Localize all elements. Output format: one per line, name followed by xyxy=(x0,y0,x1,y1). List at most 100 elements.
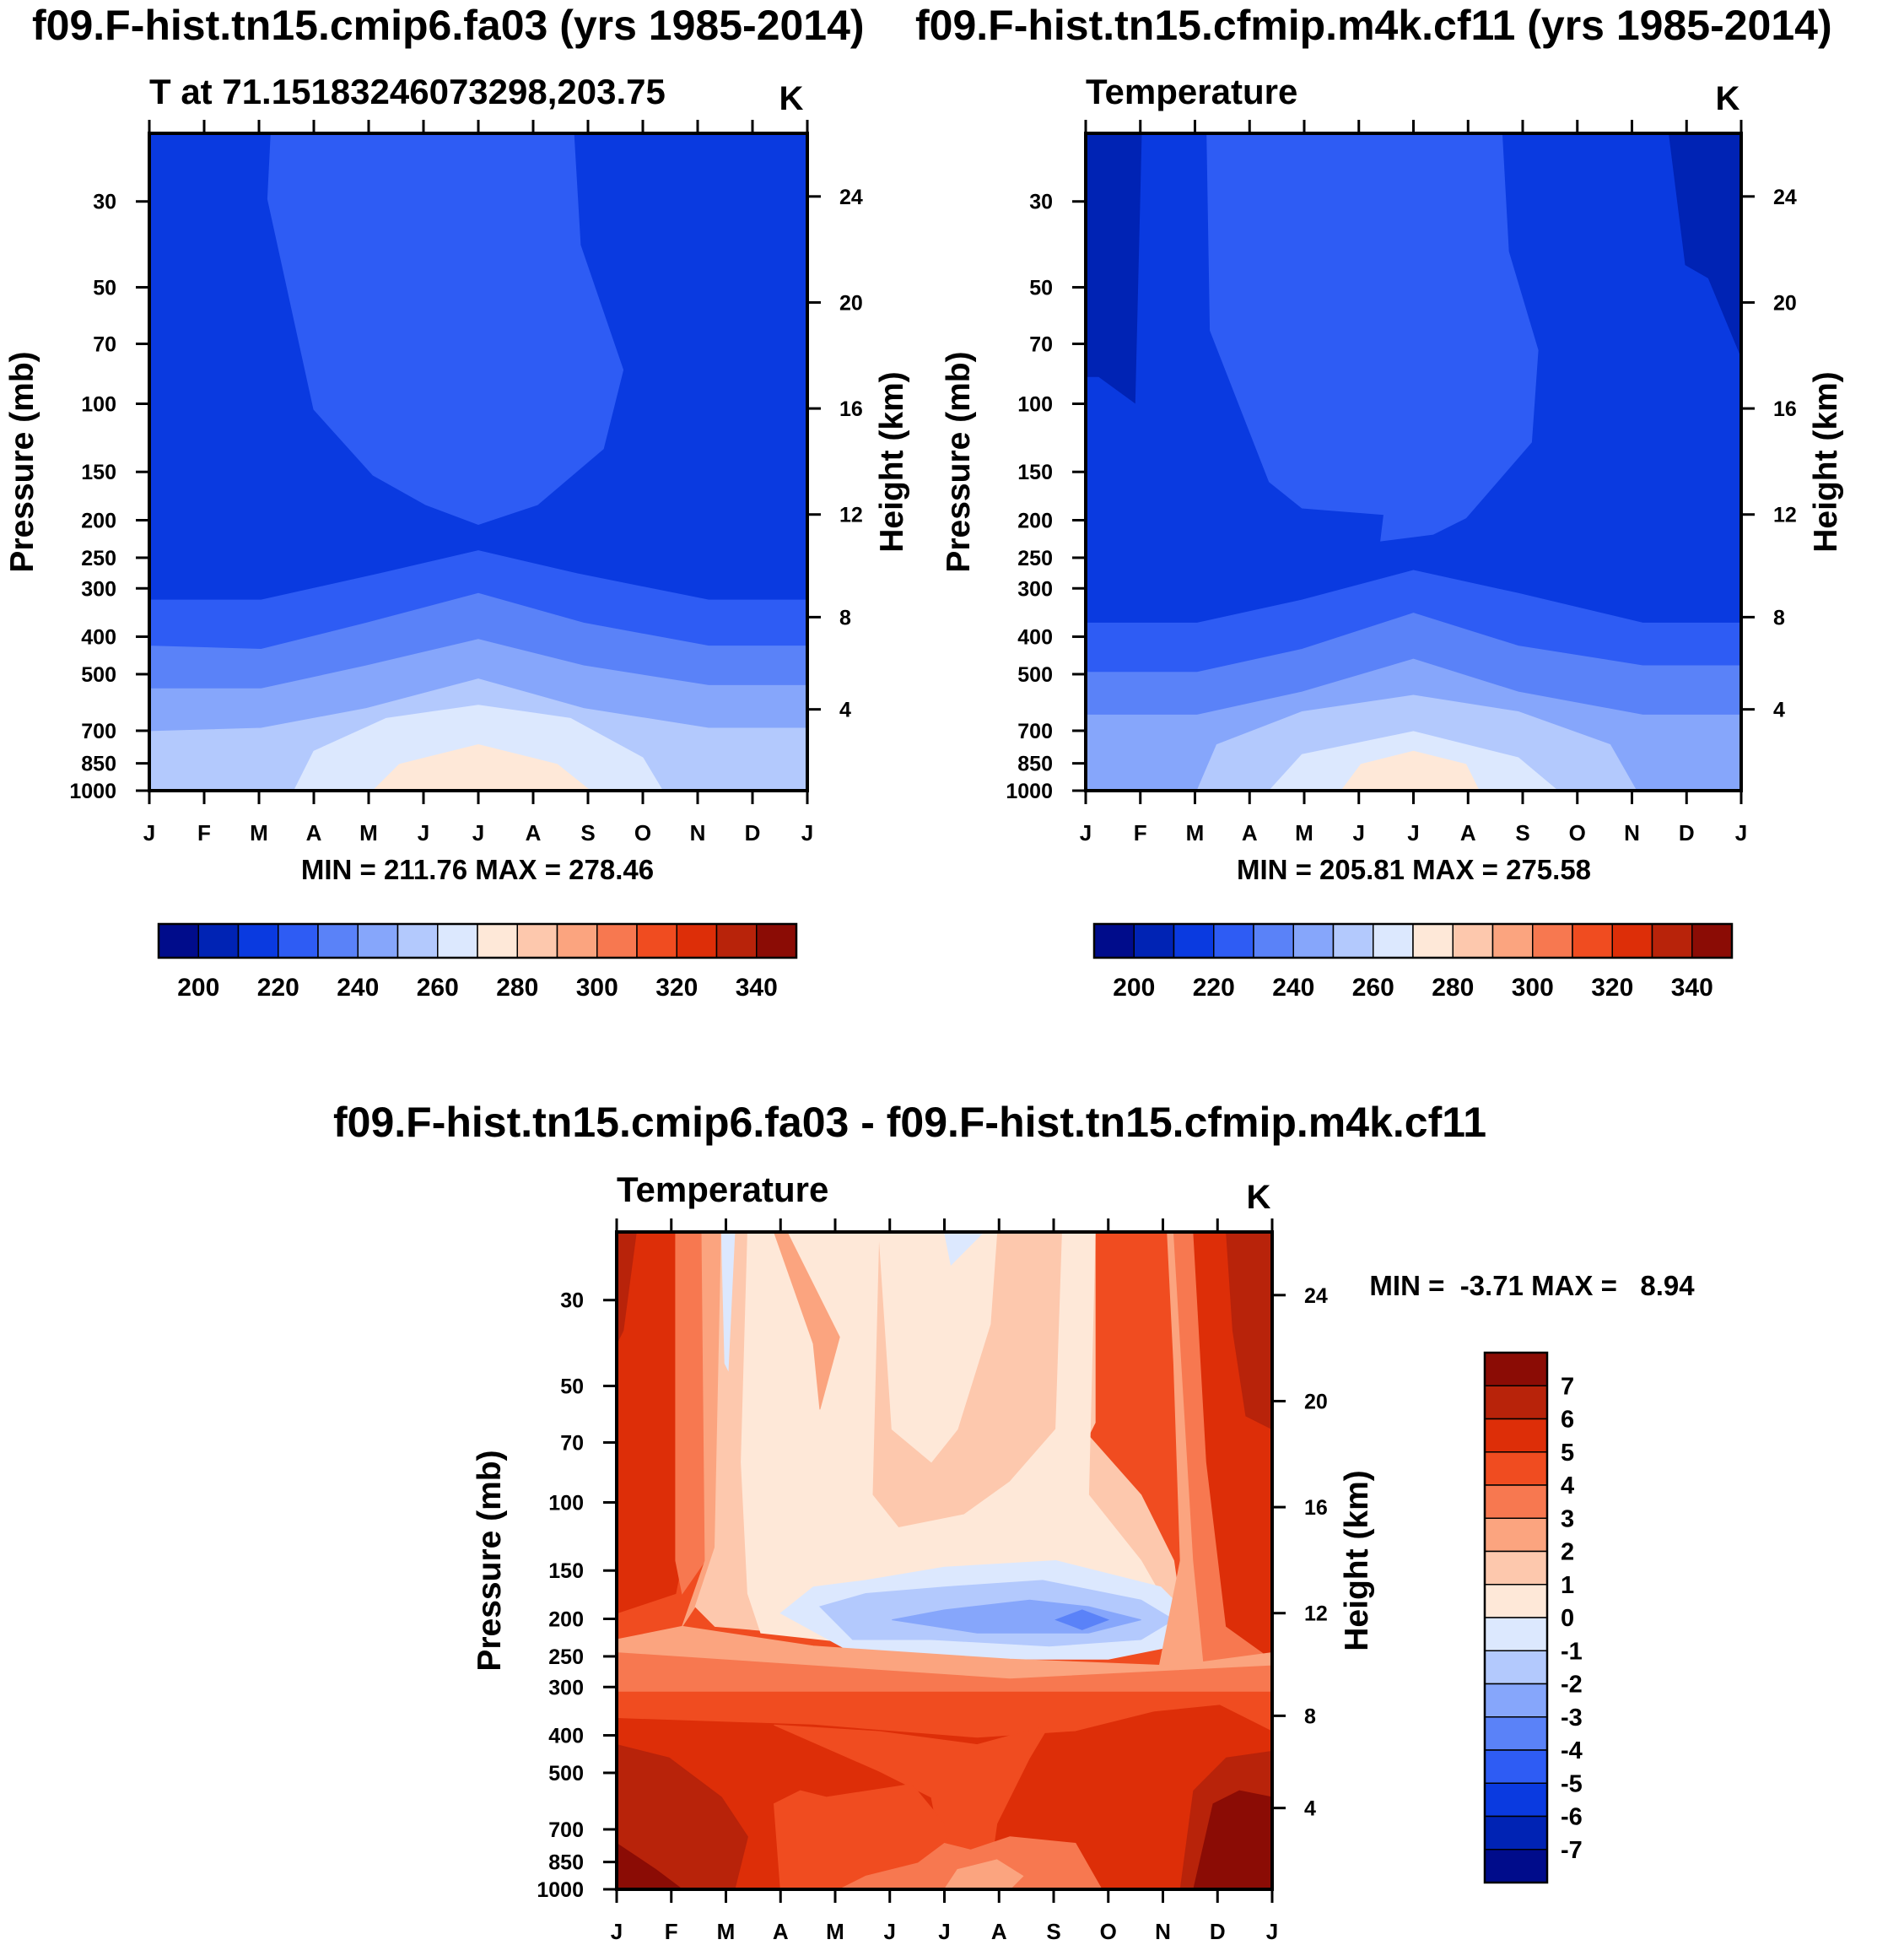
diff-colorbar-box xyxy=(1484,1418,1548,1453)
diff-x-tick-label: J xyxy=(611,1919,623,1944)
left-colorbar-box xyxy=(158,923,199,959)
left-y-tick-label: 150 xyxy=(81,461,116,484)
left-colorbar-frame xyxy=(157,922,798,959)
left-height-tick-label: 24 xyxy=(839,186,863,209)
diff-x-tick-label: J xyxy=(884,1919,896,1944)
right-y-tick-label: 400 xyxy=(1017,626,1053,650)
diff-height-tick-label: 12 xyxy=(1304,1602,1328,1626)
right-x-tick-label: N xyxy=(1624,820,1640,846)
right-colorbar-box xyxy=(1133,923,1175,959)
left-colorbar-box xyxy=(636,923,677,959)
right-colorbar: 200 220 240 260 280 300 320 340 xyxy=(1092,922,1734,1002)
right-contour-fill xyxy=(1085,132,1742,792)
diff-colorbar-label: 2 xyxy=(1561,1539,1574,1566)
diff-y-tick-label: 850 xyxy=(548,1851,584,1875)
left-colorbar-label: 220 xyxy=(257,974,299,1002)
left-x-tick-label: O xyxy=(634,820,651,846)
left-x-tick-label: N xyxy=(690,820,706,846)
left-x-tick-label: M xyxy=(359,820,378,846)
diff-colorbar-label: -4 xyxy=(1561,1737,1583,1764)
left-colorbar-label: 320 xyxy=(655,974,698,1002)
right-x-tick-label: J xyxy=(1080,820,1092,846)
right-y-tick-label: 100 xyxy=(1017,392,1053,416)
right-colorbar-box xyxy=(1691,923,1733,959)
right-colorbar-label: 280 xyxy=(1432,974,1474,1002)
left-y-tick-label: 400 xyxy=(81,626,116,650)
right-band-210-220-left xyxy=(1085,132,1142,404)
right-x-tick-label: S xyxy=(1515,820,1529,846)
diff-colorbar-box xyxy=(1484,1749,1548,1784)
right-colorbar-box xyxy=(1213,923,1254,959)
difference-figure-title: f09.F-hist.tn15.cmip6.fa03 - f09.F-hist.… xyxy=(333,1099,1487,1146)
right-colorbar-box xyxy=(1651,923,1693,959)
right-axes: J F M A M J J A S O N D J 30 50 70 100 150 200 250 300 400 500… xyxy=(941,72,1844,885)
diff-colorbar-label: 4 xyxy=(1561,1472,1574,1499)
diff-min-max-stats: MIN = -3.71 MAX = 8.94 xyxy=(1369,1270,1695,1301)
right-colorbar-box xyxy=(1292,923,1335,959)
diff-colorbar-label: 0 xyxy=(1561,1605,1574,1632)
left-height-tick-label: 8 xyxy=(839,606,851,629)
diff-colorbar-label: -2 xyxy=(1561,1672,1583,1699)
right-band-230-240-strat xyxy=(1206,132,1539,542)
diff-height-tick-label: 24 xyxy=(1304,1284,1328,1308)
left-colorbar-label: 280 xyxy=(496,974,538,1002)
left-y-tick-label: 50 xyxy=(93,276,116,300)
left-x-tick-label: J xyxy=(472,820,484,846)
diff-colorbar-box xyxy=(1484,1352,1548,1386)
right-colorbar-label: 240 xyxy=(1272,974,1314,1002)
left-y2-axis-title: Height (km) xyxy=(874,371,910,553)
left-colorbar-box xyxy=(516,923,558,959)
left-min-max-stats: MIN = 211.76 MAX = 278.46 xyxy=(301,854,654,885)
diff-colorbar-box xyxy=(1484,1451,1548,1486)
diff-x-tick-label: J xyxy=(938,1919,950,1944)
left-y-tick-label: 100 xyxy=(81,392,116,416)
diff-y-tick-label: 500 xyxy=(548,1762,584,1786)
left-x-tick-label: S xyxy=(580,820,595,846)
diff-colorbar-box xyxy=(1484,1849,1548,1883)
diff-y2-axis-title: Height (km) xyxy=(1339,1470,1375,1651)
right-y-tick-label: 850 xyxy=(1017,753,1053,776)
diff-colorbar-box xyxy=(1484,1385,1548,1420)
diff-colorbar-label: 3 xyxy=(1561,1505,1574,1532)
diff-x-tick-label: A xyxy=(991,1919,1007,1944)
diff-band-neg4-neg3 xyxy=(1054,1609,1110,1630)
left-colorbar-label: 200 xyxy=(177,974,219,1002)
diff-y-tick-label: 200 xyxy=(548,1608,584,1632)
left-height-tick-label: 16 xyxy=(839,397,863,421)
diff-y-axis-title: Pressure (mb) xyxy=(472,1450,508,1671)
diff-x-tick-label: D xyxy=(1210,1919,1226,1944)
right-x-tick-label: A xyxy=(1460,820,1476,846)
right-height-tick-label: 4 xyxy=(1773,699,1785,722)
left-x-tick-label: J xyxy=(143,820,155,846)
right-units-label: K xyxy=(1716,80,1740,117)
diff-colorbar-box xyxy=(1484,1550,1548,1586)
diff-colorbar-label: 1 xyxy=(1561,1572,1574,1599)
left-x-tick-label: J xyxy=(801,820,813,846)
diff-y-tick-label: 250 xyxy=(548,1645,584,1669)
diff-colorbar-frame xyxy=(1483,1351,1549,1884)
right-colorbar-frame xyxy=(1092,922,1734,959)
diff-colorbar-box xyxy=(1484,1617,1548,1651)
right-y-tick-label: 500 xyxy=(1017,663,1053,687)
diff-colorbar-label: -6 xyxy=(1561,1804,1583,1831)
diff-colorbar-label: -1 xyxy=(1561,1638,1583,1665)
diff-x-tick-label: A xyxy=(773,1919,789,1944)
left-height-tick-label: 20 xyxy=(839,291,863,315)
diff-colorbar-box xyxy=(1484,1650,1548,1685)
left-colorbar-box xyxy=(477,923,518,959)
left-band-230-240-strat xyxy=(267,132,624,526)
diff-colorbar-box xyxy=(1484,1716,1548,1751)
right-x-tick-label: F xyxy=(1134,820,1147,846)
diff-y-tick-label: 100 xyxy=(548,1491,584,1515)
right-colorbar-label: 340 xyxy=(1671,974,1713,1002)
diff-units-label: K xyxy=(1247,1179,1271,1216)
right-y-tick-label: 250 xyxy=(1017,547,1053,570)
diff-axes: J F M A M J J A S O N D J305070100150200250300400500… xyxy=(472,1170,1695,1944)
right-colorbar-label: 200 xyxy=(1113,974,1155,1002)
diff-y-tick-label: 300 xyxy=(548,1676,584,1699)
right-y-tick-label: 50 xyxy=(1029,276,1053,300)
right-height-tick-label: 8 xyxy=(1773,606,1785,629)
right-height-tick-label: 24 xyxy=(1773,186,1797,209)
diff-height-tick-label: 8 xyxy=(1304,1705,1316,1728)
